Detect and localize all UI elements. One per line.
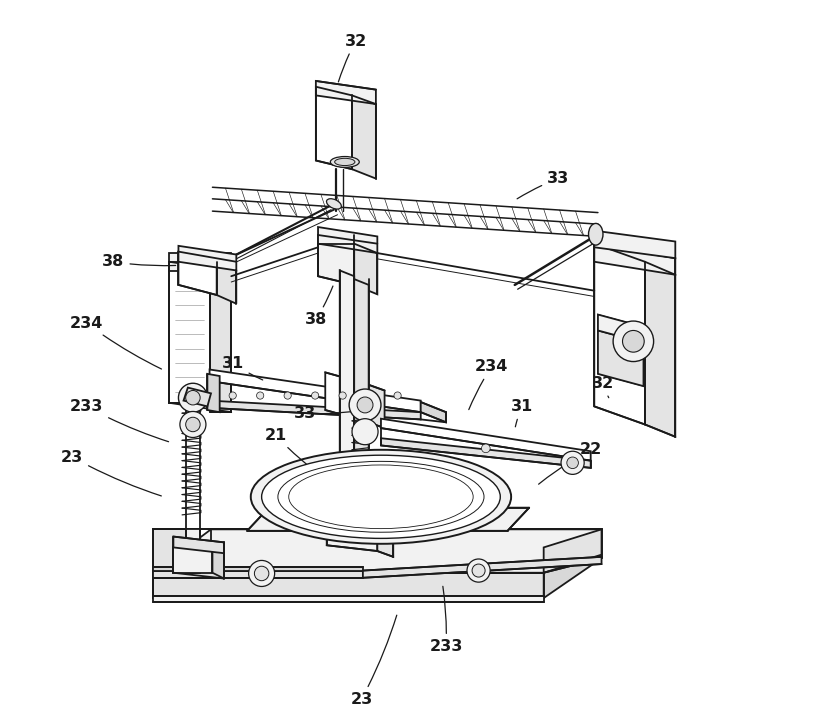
Polygon shape <box>186 529 200 573</box>
Ellipse shape <box>589 224 603 245</box>
Circle shape <box>256 392 264 399</box>
Circle shape <box>467 559 490 582</box>
Polygon shape <box>316 81 376 104</box>
Text: 21: 21 <box>265 428 313 470</box>
Circle shape <box>561 452 584 474</box>
Polygon shape <box>153 529 601 573</box>
Circle shape <box>249 560 275 587</box>
Polygon shape <box>363 557 601 578</box>
Polygon shape <box>169 262 209 403</box>
Text: 233: 233 <box>70 399 169 441</box>
Polygon shape <box>213 547 224 579</box>
Text: 33: 33 <box>294 406 360 421</box>
Text: 38: 38 <box>304 286 333 327</box>
Circle shape <box>481 444 490 453</box>
Polygon shape <box>381 419 590 460</box>
Polygon shape <box>153 573 543 598</box>
Text: 22: 22 <box>538 442 602 484</box>
Polygon shape <box>354 279 369 548</box>
Circle shape <box>394 392 401 399</box>
Polygon shape <box>247 507 529 531</box>
Polygon shape <box>598 314 643 343</box>
Circle shape <box>229 392 237 399</box>
Polygon shape <box>153 571 363 578</box>
Text: 23: 23 <box>351 615 397 707</box>
Polygon shape <box>209 370 421 412</box>
Circle shape <box>566 457 578 468</box>
Circle shape <box>472 564 485 577</box>
Polygon shape <box>543 529 601 573</box>
Polygon shape <box>421 402 446 423</box>
Polygon shape <box>217 262 237 303</box>
Polygon shape <box>595 245 676 274</box>
Polygon shape <box>598 330 643 386</box>
Polygon shape <box>174 537 224 553</box>
Text: 234: 234 <box>469 359 509 409</box>
Ellipse shape <box>278 461 484 532</box>
Circle shape <box>186 417 200 432</box>
Polygon shape <box>318 227 377 253</box>
Text: 234: 234 <box>70 316 161 369</box>
Polygon shape <box>153 567 363 571</box>
Text: 31: 31 <box>511 399 533 427</box>
Polygon shape <box>354 244 377 294</box>
Text: 31: 31 <box>222 356 263 380</box>
Ellipse shape <box>335 158 355 166</box>
Polygon shape <box>595 244 645 425</box>
Circle shape <box>255 566 269 581</box>
Polygon shape <box>377 531 394 557</box>
Polygon shape <box>316 86 352 169</box>
Polygon shape <box>153 529 189 573</box>
Circle shape <box>339 392 347 399</box>
Polygon shape <box>208 374 220 412</box>
Polygon shape <box>169 253 232 271</box>
Circle shape <box>179 383 208 412</box>
Polygon shape <box>209 271 232 412</box>
Circle shape <box>613 321 653 362</box>
Circle shape <box>623 330 644 352</box>
Ellipse shape <box>251 450 511 544</box>
Polygon shape <box>595 231 676 258</box>
Circle shape <box>312 392 318 399</box>
Polygon shape <box>327 525 377 551</box>
Polygon shape <box>365 383 385 428</box>
Circle shape <box>366 392 374 399</box>
Polygon shape <box>352 95 376 179</box>
Circle shape <box>180 412 206 438</box>
Polygon shape <box>645 262 676 437</box>
Text: 33: 33 <box>517 171 569 199</box>
Polygon shape <box>543 529 601 598</box>
Polygon shape <box>184 388 211 407</box>
Text: 38: 38 <box>103 254 175 269</box>
Polygon shape <box>179 246 237 270</box>
Circle shape <box>186 391 200 405</box>
Ellipse shape <box>261 455 500 539</box>
Polygon shape <box>209 401 421 420</box>
Polygon shape <box>179 252 217 295</box>
Circle shape <box>349 389 381 421</box>
Circle shape <box>352 419 378 445</box>
Ellipse shape <box>289 465 473 529</box>
Text: 23: 23 <box>61 449 161 496</box>
Text: 32: 32 <box>592 376 614 398</box>
Polygon shape <box>325 372 365 421</box>
Ellipse shape <box>330 157 359 168</box>
Polygon shape <box>318 235 354 285</box>
Ellipse shape <box>327 199 342 209</box>
Circle shape <box>284 392 291 399</box>
Circle shape <box>357 397 373 413</box>
Polygon shape <box>381 439 590 468</box>
Polygon shape <box>174 547 213 573</box>
Polygon shape <box>340 270 354 542</box>
Text: 233: 233 <box>429 587 463 654</box>
Text: 32: 32 <box>338 33 366 82</box>
Polygon shape <box>153 596 543 602</box>
